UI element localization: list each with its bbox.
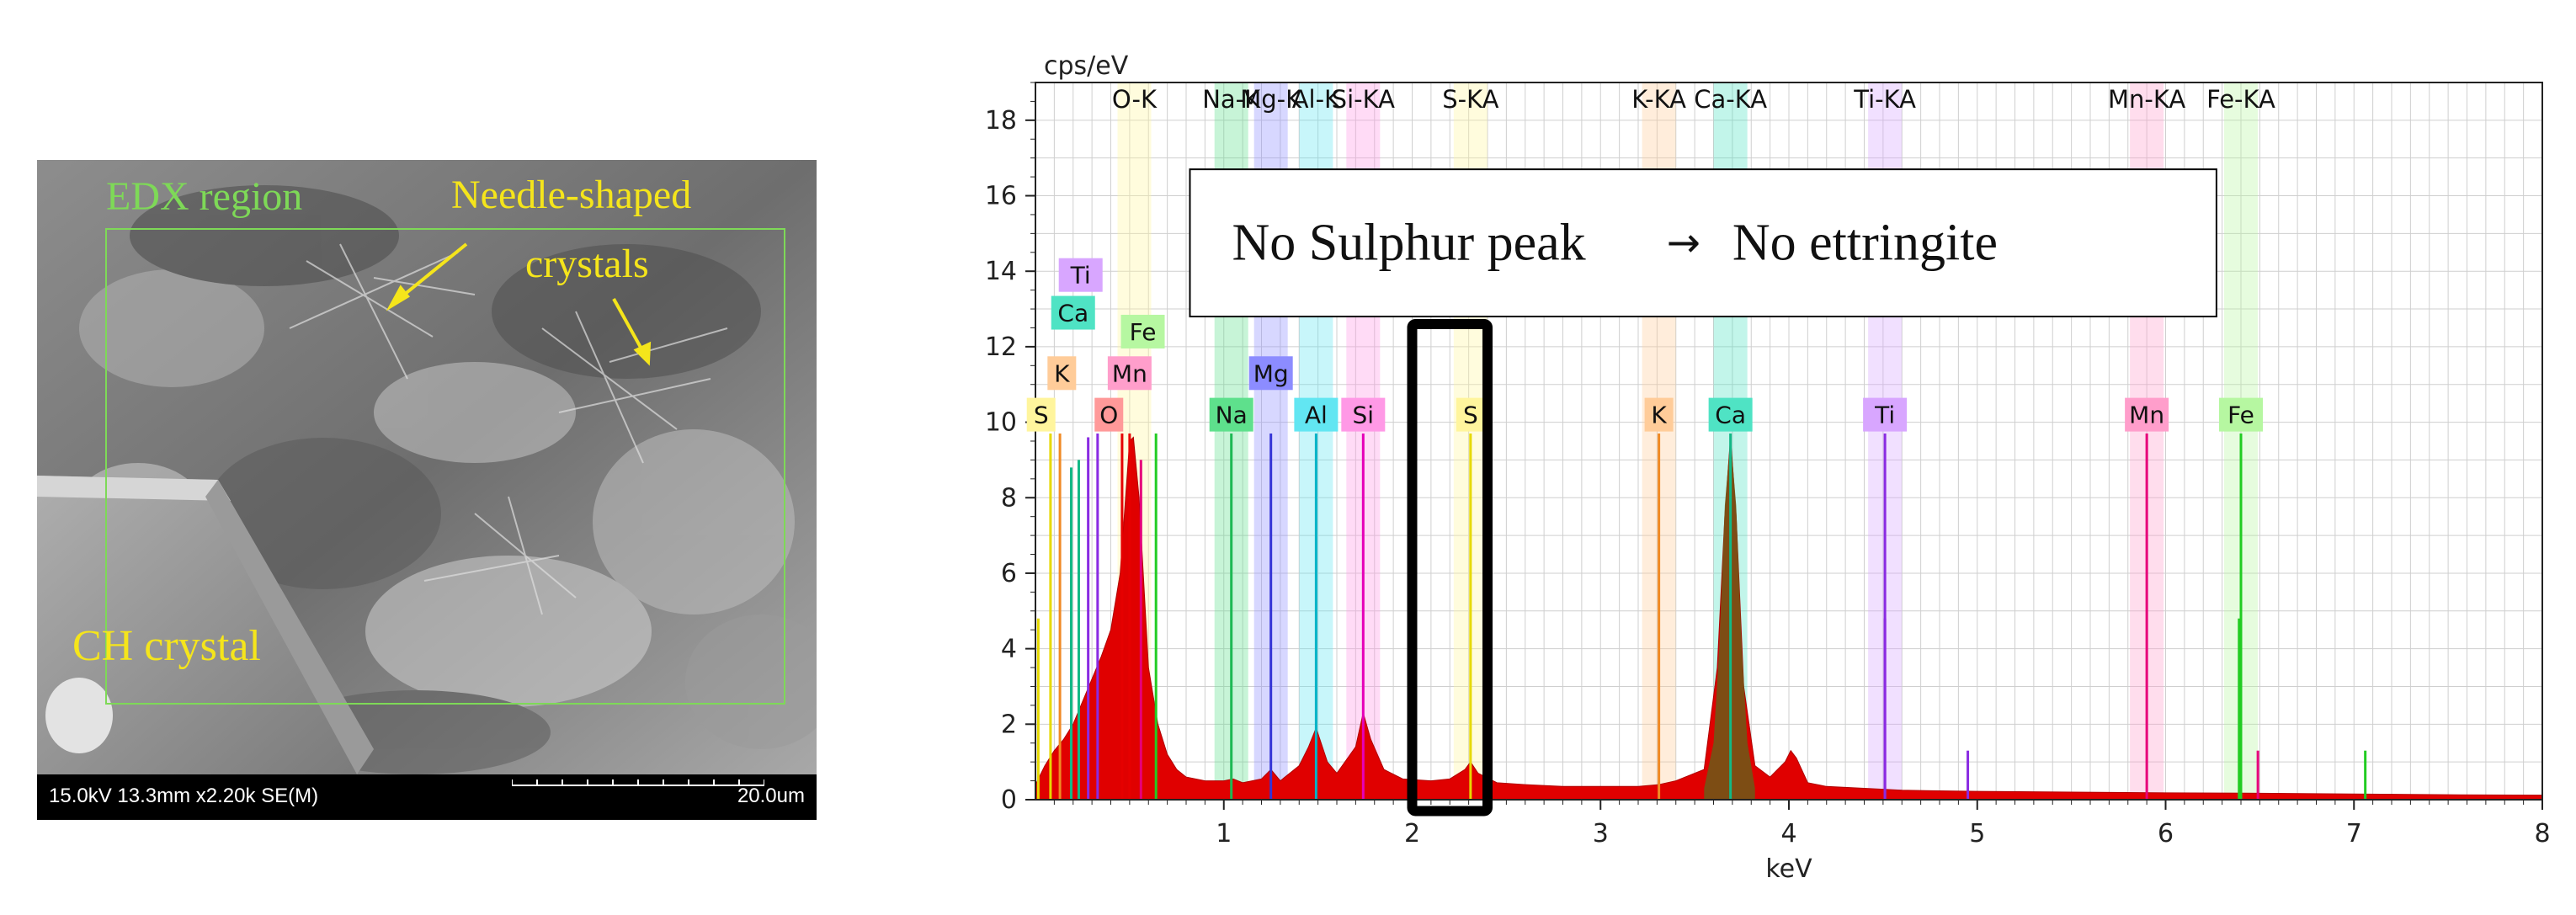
annotation-text-left: No Sulphur peak <box>1232 215 1585 272</box>
peak-label-fe-box <box>2219 397 2263 432</box>
peak-label-na-box <box>1209 397 1253 432</box>
annotation-box <box>1189 168 2217 318</box>
sem-info-bar: 15.0kV 13.3mm x2.20k SE(M) 20.0um <box>37 774 817 820</box>
peak-label-ti: Ti <box>1874 402 1895 429</box>
peak-label-fe: Fe <box>2227 402 2254 429</box>
peak-label-si: Si <box>1353 402 1375 429</box>
y-tick-label: 0 <box>1001 785 1017 815</box>
element-marker-k: K <box>1054 359 1070 387</box>
y-tick-label: 14 <box>985 257 1017 286</box>
element-marker-mn: Mn <box>1112 359 1147 387</box>
y-tick-label: 6 <box>1001 559 1017 588</box>
element-marker-k-box <box>1047 356 1077 391</box>
element-marker-ca-box <box>1051 295 1095 330</box>
top-element-label: Na-K <box>1202 85 1261 114</box>
x-tick-label: 3 <box>1593 819 1609 849</box>
peak-label-al: Al <box>1305 402 1328 429</box>
peak-label-k-box <box>1644 397 1674 432</box>
element-marker-ti-box <box>1058 258 1103 292</box>
top-element-label: S-KA <box>1442 85 1498 114</box>
element-marker-mn-box <box>1107 356 1152 391</box>
y-axis-label: cps/eV <box>1044 51 1129 81</box>
peak-label-ti-box <box>1863 397 1908 432</box>
top-element-label: Si-KA <box>1332 85 1395 114</box>
peak-label-ca-box <box>1708 397 1753 432</box>
element-marker-o-box <box>1094 397 1124 432</box>
sem-texture <box>37 160 817 774</box>
peak-label-s: S <box>1463 402 1478 429</box>
x-tick-label: 7 <box>2346 819 2362 849</box>
peak-label-na: Na <box>1216 402 1248 429</box>
top-element-label: Ca-KA <box>1694 85 1767 114</box>
top-element-label: O-K <box>1112 85 1158 114</box>
element-marker-fe: Fe <box>1130 318 1157 346</box>
top-element-label: Al-K <box>1292 85 1341 114</box>
peak-label-mn-box <box>2125 397 2169 432</box>
annotation-text-right: No ettringite <box>1732 215 1998 272</box>
y-tick-label: 4 <box>1001 635 1017 664</box>
top-element-label: Mn-KA <box>2108 85 2185 114</box>
peak-label-mg: Mg <box>1253 359 1289 387</box>
x-tick-label: 5 <box>1969 819 1985 849</box>
element-marker-ca: Ca <box>1057 300 1088 327</box>
element-marker-s: S <box>1034 402 1049 429</box>
x-tick-label: 2 <box>1404 819 1420 849</box>
y-tick-label: 2 <box>1001 710 1017 739</box>
y-tick-label: 10 <box>985 408 1017 438</box>
element-marker-fe-box <box>1120 314 1165 348</box>
needle-crystals-label-line2: crystals <box>525 242 649 286</box>
top-element-label: Fe-KA <box>2206 85 2275 114</box>
x-axis-label: keV <box>1765 854 1812 884</box>
element-marker-ti: Ti <box>1070 262 1091 290</box>
scale-bar <box>512 779 764 786</box>
edx-region-label: EDX region <box>106 174 303 219</box>
peak-label-mg-box <box>1248 356 1293 391</box>
peak-label-s-box <box>1456 397 1485 432</box>
element-marker-s-box <box>1026 397 1056 432</box>
peak-label-al-box <box>1294 397 1339 432</box>
y-tick-label: 12 <box>985 332 1017 362</box>
x-tick-label: 6 <box>2158 819 2174 849</box>
edx-spectrum-chart: 0 2 4 6 8 10 12 14 16 18 1 2 3 4 5 6 7 8 cps/eV keV O-K Na-K… <box>926 34 2576 915</box>
sem-acquisition-params: 15.0kV 13.3mm x2.20k SE(M) <box>49 785 319 807</box>
element-marker-o: O <box>1099 402 1118 429</box>
x-tick-label: 4 <box>1780 819 1796 849</box>
x-tick-label: 1 <box>1216 819 1232 849</box>
sem-micrograph <box>37 160 817 774</box>
top-element-label: K-KA <box>1631 85 1686 114</box>
top-element-label: Mg-K <box>1240 85 1302 114</box>
scale-bar-label: 20.0um <box>737 785 805 807</box>
sulphur-highlight-box <box>1407 318 1493 817</box>
sem-micrograph-panel: EDX region Needle-shaped crystals CH cry… <box>37 160 817 820</box>
annotation-arrow: → <box>1667 220 1700 267</box>
peak-label-k: K <box>1651 402 1667 429</box>
peak-label-si-box <box>1341 397 1386 432</box>
peak-label-ca: Ca <box>1715 402 1746 429</box>
ch-crystal-label: CH crystal <box>72 622 261 670</box>
x-tick-label: 8 <box>2534 819 2550 849</box>
y-tick-label: 18 <box>985 106 1017 136</box>
top-element-label: Ti-KA <box>1853 85 1916 114</box>
y-tick-label: 16 <box>985 182 1017 211</box>
y-tick-label: 8 <box>1001 483 1017 513</box>
needle-crystals-label-line1: Needle-shaped <box>451 173 692 217</box>
peak-label-mn: Mn <box>2129 402 2164 429</box>
